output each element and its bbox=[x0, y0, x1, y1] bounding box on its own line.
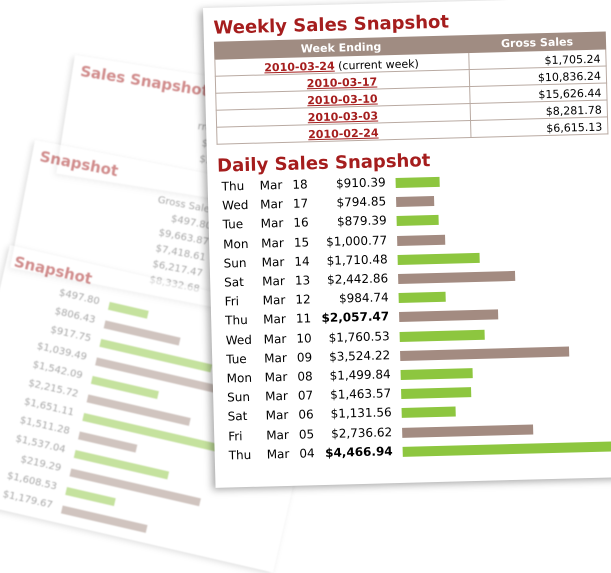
date: 05 bbox=[298, 426, 315, 442]
sales-bar bbox=[399, 309, 499, 323]
sales-bar bbox=[402, 424, 534, 438]
month: Mar bbox=[261, 254, 285, 270]
date: 15 bbox=[293, 234, 310, 250]
background-bar bbox=[60, 505, 148, 533]
date: 06 bbox=[298, 407, 314, 423]
day: Sat bbox=[224, 275, 245, 290]
day: Thu bbox=[221, 178, 245, 194]
background-bar bbox=[78, 431, 138, 453]
amount: $984.74 bbox=[338, 290, 389, 306]
day: Sun bbox=[223, 255, 247, 271]
date: 17 bbox=[292, 196, 309, 211]
date: 18 bbox=[292, 177, 308, 192]
sales-bar bbox=[395, 176, 440, 189]
sales-bar bbox=[402, 441, 611, 457]
amount: $794.85 bbox=[336, 194, 387, 210]
sales-bar bbox=[400, 346, 570, 361]
background-bar bbox=[82, 412, 223, 453]
month: Mar bbox=[264, 350, 288, 366]
day: Mon bbox=[226, 370, 253, 386]
month: Mar bbox=[259, 197, 283, 212]
amount: $1,000.77 bbox=[325, 232, 388, 249]
week-note: (current week) bbox=[337, 57, 419, 73]
month: Mar bbox=[261, 273, 285, 289]
weekly-title: Weekly Sales Snapshot bbox=[213, 11, 450, 39]
day: Thu bbox=[225, 313, 248, 328]
page: Sales Snapshot$1,514.56rrent week)$1,351… bbox=[1, 11, 611, 533]
sales-bar bbox=[398, 270, 516, 284]
amount: $4,466.94 bbox=[324, 443, 393, 460]
date: 09 bbox=[296, 350, 313, 365]
amount: $879.39 bbox=[336, 213, 387, 229]
amount: $2,442.86 bbox=[326, 271, 389, 287]
amount: $1,710.48 bbox=[326, 252, 388, 268]
report-page: Weekly Sales Snapshot Week Ending Gross Sa… bbox=[203, 0, 611, 488]
month: Mar bbox=[262, 293, 286, 308]
sales-bar bbox=[396, 215, 439, 227]
date: 16 bbox=[293, 215, 309, 231]
month: Mar bbox=[265, 408, 289, 423]
sales-bar bbox=[397, 252, 480, 265]
sales-bar bbox=[397, 234, 446, 246]
day: Tue bbox=[222, 217, 244, 232]
day: Wed bbox=[221, 198, 249, 213]
daily-title: Daily Sales Snapshot bbox=[216, 150, 431, 177]
week-link[interactable]: 2010-03-03 bbox=[307, 109, 379, 125]
amount: $2,736.62 bbox=[330, 424, 393, 441]
amount: $1,760.53 bbox=[328, 328, 390, 345]
day: Mon bbox=[223, 236, 249, 252]
month: Mar bbox=[264, 369, 288, 385]
week-link[interactable]: 2010-03-24 bbox=[264, 59, 335, 75]
date: 10 bbox=[296, 330, 312, 346]
date: 12 bbox=[295, 292, 311, 307]
sales-bar bbox=[398, 291, 447, 304]
amount: $2,057.47 bbox=[321, 309, 390, 326]
background-bar bbox=[90, 375, 159, 400]
month: Mar bbox=[259, 177, 283, 193]
date: 11 bbox=[295, 311, 312, 327]
sales-bar bbox=[401, 387, 472, 400]
month: Mar bbox=[266, 427, 290, 443]
week-link[interactable]: 2010-02-24 bbox=[307, 126, 379, 142]
background-title: Sales Snapshot bbox=[79, 62, 211, 101]
amount: $1,463.57 bbox=[329, 386, 392, 402]
sales-bar bbox=[396, 196, 435, 208]
amount: $1,499.84 bbox=[329, 367, 391, 383]
day: Fri bbox=[228, 428, 243, 444]
date: 04 bbox=[299, 446, 315, 461]
month: Mar bbox=[266, 446, 290, 462]
amount: $1,131.56 bbox=[330, 405, 392, 422]
month: Mar bbox=[263, 331, 287, 347]
day: Thu bbox=[228, 447, 252, 463]
month: Mar bbox=[260, 216, 284, 231]
month: Mar bbox=[265, 389, 289, 404]
day: Sun bbox=[227, 390, 251, 405]
date: 08 bbox=[297, 369, 313, 384]
amount: $3,524.22 bbox=[328, 348, 391, 364]
amount: $910.39 bbox=[335, 175, 386, 191]
day: Tue bbox=[226, 351, 247, 367]
week-link[interactable]: 2010-03-17 bbox=[306, 75, 378, 91]
sales-bar bbox=[399, 329, 485, 342]
date: 07 bbox=[297, 388, 314, 403]
month: Mar bbox=[263, 312, 287, 327]
sales-bar bbox=[400, 368, 473, 380]
day: Fri bbox=[224, 294, 240, 309]
date: 14 bbox=[294, 254, 310, 269]
day: Wed bbox=[225, 332, 253, 348]
background-bar bbox=[65, 487, 116, 507]
day: Sat bbox=[227, 409, 248, 424]
month: Mar bbox=[260, 235, 284, 251]
week-link[interactable]: 2010-03-10 bbox=[307, 92, 378, 108]
background-bar bbox=[107, 301, 149, 319]
date: 13 bbox=[294, 273, 311, 288]
sales-bar bbox=[401, 406, 457, 419]
